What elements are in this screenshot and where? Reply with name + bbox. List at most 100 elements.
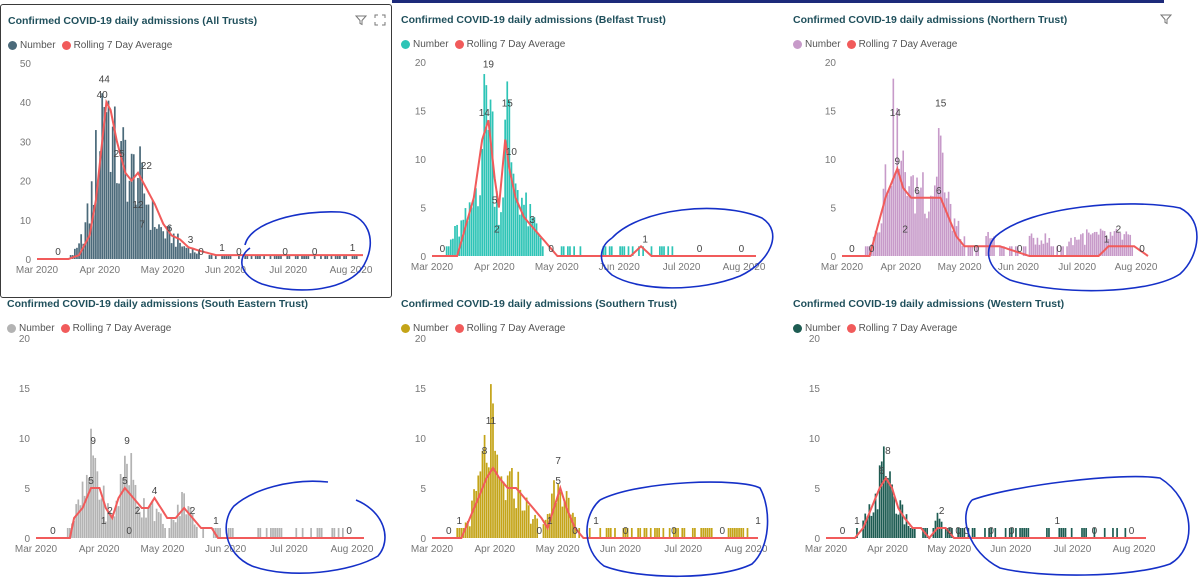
bar[interactable] xyxy=(918,192,920,256)
bar[interactable] xyxy=(464,208,467,256)
bar[interactable] xyxy=(318,528,321,538)
bar[interactable] xyxy=(468,202,471,256)
bar[interactable] xyxy=(897,514,900,538)
bar[interactable] xyxy=(975,246,978,256)
bar[interactable] xyxy=(1021,528,1023,538)
bar[interactable] xyxy=(187,506,190,538)
bar[interactable] xyxy=(141,162,144,259)
bar[interactable] xyxy=(866,516,869,538)
bar[interactable] xyxy=(179,516,181,538)
bar[interactable] xyxy=(477,206,479,256)
bar[interactable] xyxy=(999,246,1001,256)
bar[interactable] xyxy=(704,528,707,538)
bar[interactable] xyxy=(502,197,504,256)
bar[interactable] xyxy=(149,505,152,538)
bar[interactable] xyxy=(973,528,976,538)
bar[interactable] xyxy=(118,183,120,259)
bar[interactable] xyxy=(270,528,272,538)
bar[interactable] xyxy=(176,504,179,538)
bar[interactable] xyxy=(874,493,877,538)
bar[interactable] xyxy=(1119,232,1122,256)
bar[interactable] xyxy=(506,81,509,256)
bar[interactable] xyxy=(539,237,542,256)
bar[interactable] xyxy=(126,463,128,538)
legend-item-number[interactable]: Number xyxy=(7,323,55,334)
bar[interactable] xyxy=(898,168,901,256)
bar[interactable] xyxy=(1046,242,1049,256)
bar[interactable] xyxy=(191,247,194,259)
bar[interactable] xyxy=(894,172,897,256)
bar[interactable] xyxy=(532,519,534,538)
bar[interactable] xyxy=(227,255,230,259)
bar[interactable] xyxy=(519,489,522,538)
bar[interactable] xyxy=(66,528,69,538)
bar[interactable] xyxy=(113,516,116,538)
bar[interactable] xyxy=(937,128,940,256)
bar[interactable] xyxy=(1042,243,1045,256)
bar[interactable] xyxy=(147,507,150,538)
bar[interactable] xyxy=(166,226,169,259)
bar[interactable] xyxy=(301,528,304,538)
bar[interactable] xyxy=(947,191,950,256)
bar[interactable] xyxy=(645,528,648,538)
bar[interactable] xyxy=(100,498,103,538)
bar[interactable] xyxy=(933,185,936,256)
bar[interactable] xyxy=(529,204,532,256)
bar[interactable] xyxy=(191,513,194,538)
bar[interactable] xyxy=(984,528,986,538)
bar[interactable] xyxy=(727,528,730,538)
bar[interactable] xyxy=(957,528,959,538)
bar[interactable] xyxy=(1087,232,1090,256)
bar[interactable] xyxy=(1025,528,1028,538)
bar[interactable] xyxy=(516,190,519,256)
bar[interactable] xyxy=(238,255,240,259)
bar[interactable] xyxy=(994,528,997,538)
bar[interactable] xyxy=(111,513,114,538)
bar[interactable] xyxy=(489,99,492,257)
bar[interactable] xyxy=(895,513,898,538)
bar[interactable] xyxy=(955,226,958,256)
bar[interactable] xyxy=(971,246,974,256)
bar[interactable] xyxy=(158,224,160,259)
bar[interactable] xyxy=(73,521,75,538)
bar[interactable] xyxy=(658,528,661,538)
bar[interactable] xyxy=(164,238,167,259)
bar[interactable] xyxy=(662,528,665,538)
legend-item-number[interactable]: Number xyxy=(401,39,449,50)
bar[interactable] xyxy=(217,528,219,538)
bar[interactable] xyxy=(1081,528,1083,538)
bar[interactable] xyxy=(710,528,713,538)
bar[interactable] xyxy=(472,196,475,256)
bar[interactable] xyxy=(605,528,608,538)
bar[interactable] xyxy=(561,506,564,538)
bar[interactable] xyxy=(475,490,478,538)
bar[interactable] xyxy=(502,481,505,538)
bar[interactable] xyxy=(599,528,602,538)
bar[interactable] xyxy=(1068,241,1070,256)
bar[interactable] xyxy=(893,496,895,538)
bar[interactable] xyxy=(86,203,89,259)
bar[interactable] xyxy=(1048,238,1051,256)
bar[interactable] xyxy=(977,246,980,256)
bar[interactable] xyxy=(1109,231,1112,256)
bar[interactable] xyxy=(193,252,196,259)
bar[interactable] xyxy=(74,248,76,259)
bar[interactable] xyxy=(866,246,869,256)
bar[interactable] xyxy=(151,199,154,259)
bar[interactable] xyxy=(691,528,694,538)
bar[interactable] xyxy=(181,491,183,538)
bar[interactable] xyxy=(886,194,889,256)
bar[interactable] xyxy=(889,471,891,538)
bar[interactable] xyxy=(559,491,562,538)
bar[interactable] xyxy=(880,223,883,256)
bar[interactable] xyxy=(168,528,171,538)
bar[interactable] xyxy=(872,236,875,256)
bar[interactable] xyxy=(1044,233,1047,256)
bar[interactable] xyxy=(1070,528,1073,538)
bar[interactable] xyxy=(567,246,569,256)
bar[interactable] xyxy=(627,246,630,256)
bar[interactable] xyxy=(447,246,450,256)
bar[interactable] xyxy=(162,231,165,259)
bar[interactable] xyxy=(75,504,78,538)
bar[interactable] xyxy=(1030,233,1033,256)
